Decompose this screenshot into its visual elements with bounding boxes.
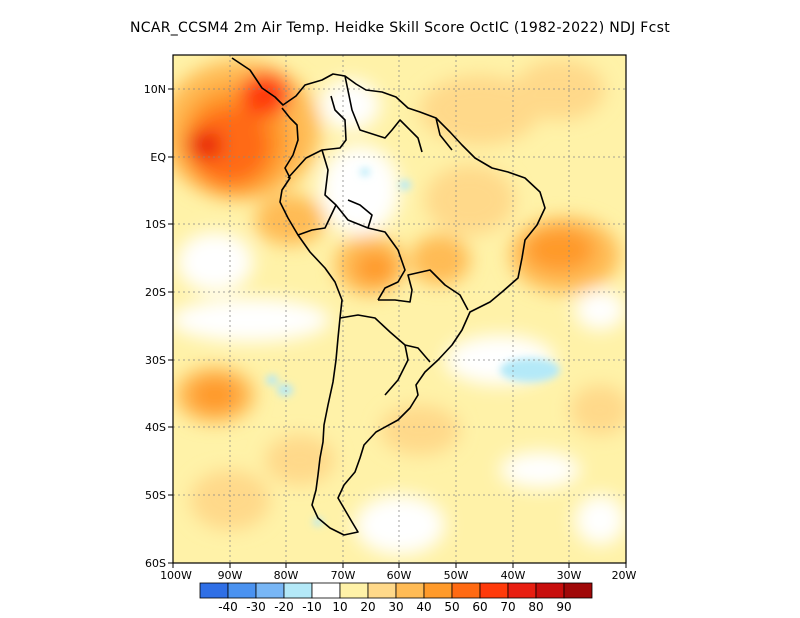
lon-label-40w: 40W (501, 569, 526, 582)
colorbar-swatch (255, 582, 285, 599)
colorbar-swatch (507, 582, 537, 599)
lon-label-50w: 50W (444, 569, 469, 582)
colorbar-label: 70 (500, 600, 515, 614)
colorbar-swatch (311, 582, 341, 599)
colorbar-swatch (479, 582, 509, 599)
colorbar-label: -10 (302, 600, 322, 614)
lat-label-10n: 10N (144, 83, 166, 96)
colorbar-swatch (367, 582, 397, 599)
colorbar-swatch (199, 582, 229, 599)
lat-label-30s: 30S (145, 354, 166, 367)
colorbar-label: -20 (274, 600, 294, 614)
axis-ticks (168, 88, 627, 568)
colorbar-label: -40 (218, 600, 238, 614)
colorbar-label: 10 (332, 600, 347, 614)
colorbar-label: -30 (246, 600, 266, 614)
lon-label-70w: 70W (331, 569, 356, 582)
colorbar-label: 30 (388, 600, 403, 614)
colorbar-label: 20 (360, 600, 375, 614)
colorbar-label: 90 (556, 600, 571, 614)
lon-label-80w: 80W (274, 569, 299, 582)
lat-label-50s: 50S (145, 489, 166, 502)
lon-label-60w: 60W (387, 569, 412, 582)
map-gridlines (173, 55, 626, 563)
colorbar-labels: -40 -30 -20 -10 10 20 30 40 50 60 70 80 90 (218, 600, 571, 614)
colorbar-label: 60 (472, 600, 487, 614)
lon-label-30w: 30W (557, 569, 582, 582)
lat-label-eq: EQ (150, 151, 166, 164)
colorbar-swatch (563, 582, 593, 599)
lat-label-60s: 60S (145, 557, 166, 570)
skill-field (173, 55, 626, 563)
coastlines (231, 57, 546, 536)
colorbar-swatch (227, 582, 257, 599)
colorbar-swatch (339, 582, 369, 599)
colorbar-swatch (423, 582, 453, 599)
colorbar-swatch (283, 582, 313, 599)
colorbar-swatch (451, 582, 481, 599)
colorbar-label: 40 (416, 600, 431, 614)
lat-label-40s: 40S (145, 421, 166, 434)
colorbar-swatch (395, 582, 425, 599)
colorbar-label: 80 (528, 600, 543, 614)
lon-label-100w: 100W (160, 569, 192, 582)
lon-label-90w: 90W (218, 569, 243, 582)
lat-label-20s: 20S (145, 286, 166, 299)
colorbar-label: 50 (444, 600, 459, 614)
colorbar-swatch (535, 582, 565, 599)
lon-label-20w: 20W (612, 569, 637, 582)
colorbar-swatches (199, 582, 593, 599)
lat-label-10s: 10S (145, 218, 166, 231)
chart-title: NCAR_CCSM4 2m Air Temp. Heidke Skill Sco… (130, 20, 670, 36)
